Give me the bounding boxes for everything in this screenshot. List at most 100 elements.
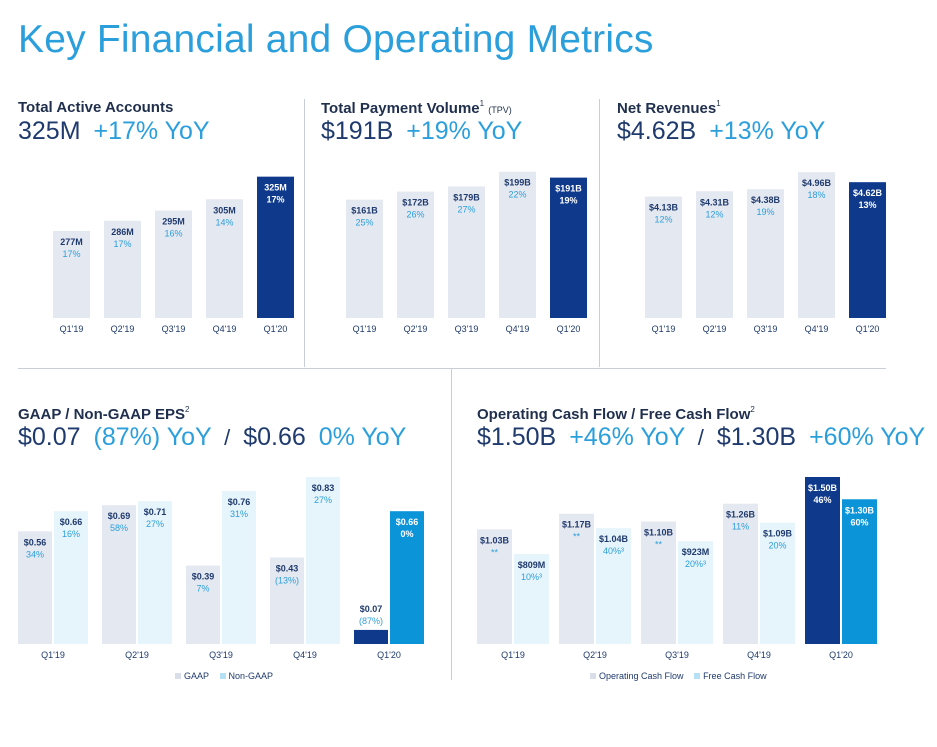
bar-series-1 xyxy=(477,529,512,644)
x-tick-label: Q3'19 xyxy=(754,324,778,334)
bar-value-label: $4.31B xyxy=(700,197,730,207)
chart-net-revenues: $4.13B 12% Q1'19 $4.31B 12% Q2'19 $4.38B 19% Q3'… xyxy=(645,172,886,334)
bar-value-label: $199B xyxy=(504,178,531,188)
page-title: Key Financial and Operating Metrics xyxy=(18,18,654,61)
bar-growth-label: 11% xyxy=(732,522,749,532)
panel-title: Operating Cash Flow / Free Cash Flow2 xyxy=(477,405,755,423)
bar-value-label: $1.17B xyxy=(562,520,592,530)
bar-value-label: $0.66 xyxy=(396,517,419,527)
bar-series-1 xyxy=(354,629,388,644)
footnote-marker: 1 xyxy=(716,99,721,108)
headline-nongaap-growth: 0% YoY xyxy=(318,423,407,451)
x-tick-label: Q3'19 xyxy=(665,650,689,660)
x-tick-label: Q2'19 xyxy=(111,324,135,334)
bar xyxy=(53,230,90,318)
panel-title-text: Total Payment Volume xyxy=(321,100,480,117)
bar-growth-label: 10%³ xyxy=(521,572,542,582)
x-tick-label: Q1'20 xyxy=(557,324,581,334)
bar-growth-label: 7% xyxy=(196,584,209,594)
bar-growth-label: ** xyxy=(655,540,663,550)
bar-series-2 xyxy=(222,491,256,644)
bar-value-label: $1.10B xyxy=(644,528,674,538)
legend-swatch-fcf xyxy=(694,673,701,679)
headline-value: $4.62B xyxy=(617,117,697,145)
bar-series-2 xyxy=(514,553,549,644)
headline-value: 325M xyxy=(18,117,81,145)
panel-title: Net Revenues1 xyxy=(617,99,721,117)
bar-value-label: $1.26B xyxy=(726,510,756,520)
bar xyxy=(849,182,886,318)
legend-label: Free Cash Flow xyxy=(703,671,767,681)
x-tick-label: Q1'19 xyxy=(353,324,377,334)
legend-swatch-gaap xyxy=(175,673,181,679)
panel-title: Total Active Accounts xyxy=(18,99,173,116)
bar-growth-label: (13%) xyxy=(275,575,299,585)
bar-value-label: $4.96B xyxy=(802,178,832,188)
bar-value-label: $179B xyxy=(453,192,480,202)
bar-growth-label: 27% xyxy=(314,495,332,505)
bar-growth-label: 19% xyxy=(559,196,577,206)
bar-growth-label: 16% xyxy=(164,229,182,239)
bar-value-label: $0.43 xyxy=(276,563,299,573)
divider-vertical xyxy=(451,368,452,680)
bar-series-2 xyxy=(390,511,424,644)
headline-growth: +19% YoY xyxy=(406,117,523,145)
bar-value-label: $1.03B xyxy=(480,535,510,545)
x-tick-label: Q1'20 xyxy=(264,324,288,334)
x-tick-label: Q4'19 xyxy=(805,324,829,334)
bar-value-label: $4.62B xyxy=(853,188,883,198)
bar-series-2 xyxy=(306,477,340,644)
bar-growth-label: 20%³ xyxy=(685,559,706,569)
x-tick-label: Q4'19 xyxy=(506,324,530,334)
bar-series-2 xyxy=(842,499,877,644)
bar-growth-label: 12% xyxy=(654,215,672,225)
bar-series-2 xyxy=(54,511,88,644)
bar-value-label: $4.13B xyxy=(649,203,679,213)
bar-series-2 xyxy=(678,541,713,644)
headline-gaap-growth: (87%) YoY xyxy=(93,423,212,451)
bar xyxy=(155,210,192,318)
x-tick-label: Q1'20 xyxy=(856,324,880,334)
headline: $1.50B +46% YoY / $1.30B +60% YoY xyxy=(477,423,925,452)
x-tick-label: Q4'19 xyxy=(293,650,317,660)
bar-growth-label: 60% xyxy=(850,517,868,527)
bar-value-label: $0.07 xyxy=(360,604,383,614)
legend-item-gaap: GAAP xyxy=(175,671,209,681)
x-tick-label: Q1'19 xyxy=(652,324,676,334)
bar xyxy=(747,189,784,318)
x-tick-label: Q2'19 xyxy=(404,324,428,334)
panel-title-text: Operating Cash Flow / Free Cash Flow xyxy=(477,406,751,423)
x-tick-label: Q4'19 xyxy=(213,324,237,334)
divider-vertical xyxy=(599,99,600,367)
bar-value-label: 305M xyxy=(213,205,236,215)
bar xyxy=(104,220,141,318)
bar-growth-label: 20% xyxy=(768,541,786,551)
bar-series-1 xyxy=(559,513,594,644)
bar-value-label: $1.50B xyxy=(808,483,838,493)
bar-series-2 xyxy=(760,522,795,644)
x-tick-label: Q2'19 xyxy=(125,650,149,660)
x-tick-label: Q2'19 xyxy=(583,650,607,660)
x-tick-label: Q1'19 xyxy=(41,650,65,660)
legend-eps: GAAP Non-GAAP xyxy=(175,671,281,681)
bar xyxy=(257,176,294,318)
bar-value-label: $809M xyxy=(518,560,546,570)
bar-growth-label: 22% xyxy=(508,190,526,200)
divider-vertical xyxy=(304,99,305,367)
legend-swatch-ocf xyxy=(590,673,596,679)
divider-horizontal xyxy=(18,368,886,369)
legend-item-fcf: Free Cash Flow xyxy=(694,671,767,681)
bar-growth-label: 34% xyxy=(26,549,44,559)
bar-series-1 xyxy=(641,521,676,644)
bar-value-label: $0.69 xyxy=(108,511,131,521)
bar-growth-label: 16% xyxy=(62,529,80,539)
legend-label: GAAP xyxy=(184,671,210,681)
x-tick-label: Q3'19 xyxy=(209,650,233,660)
bar-growth-label: 31% xyxy=(230,509,248,519)
bar-series-1 xyxy=(18,531,52,644)
panel-title-text: Total Active Accounts xyxy=(18,99,174,116)
bar xyxy=(798,172,835,318)
bar xyxy=(397,191,434,318)
bar xyxy=(346,199,383,318)
bar-value-label: $4.38B xyxy=(751,195,781,205)
